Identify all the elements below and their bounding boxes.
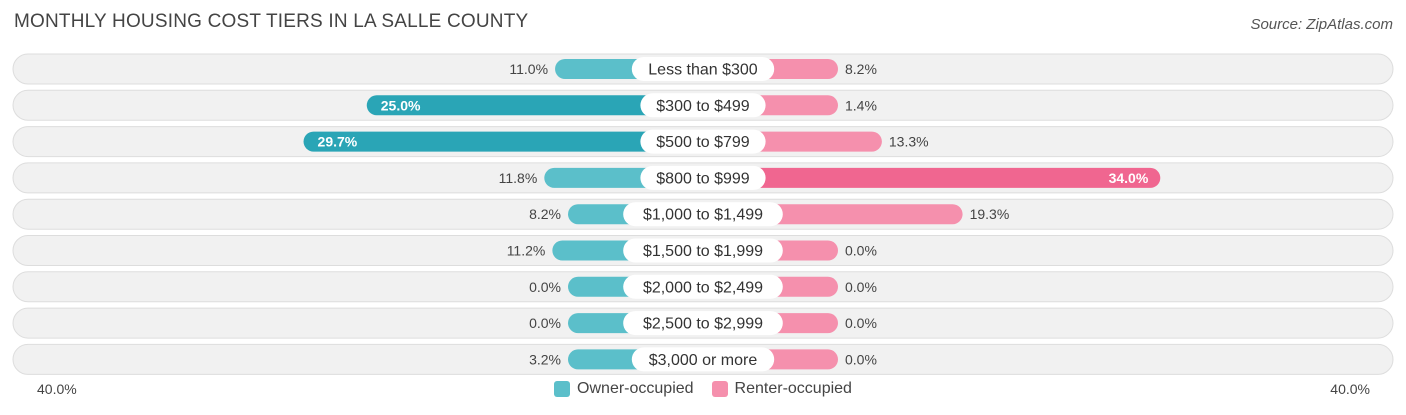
- category-label: $800 to $999: [656, 170, 750, 187]
- category-pill: [623, 274, 783, 299]
- owner-value-label: 0.0%: [529, 315, 561, 331]
- category-label: $1,500 to $1,999: [643, 243, 763, 260]
- category-pill: [640, 165, 766, 190]
- renter-value-label: 0.0%: [845, 315, 877, 331]
- axis-right-label: 40.0%: [1330, 381, 1370, 397]
- category-pill: [623, 311, 783, 336]
- renter-value-label: 13.3%: [889, 134, 929, 150]
- owner-value-label: 11.2%: [507, 243, 546, 259]
- category-label: Less than $300: [648, 62, 758, 79]
- renter-value-label: 0.0%: [845, 279, 877, 295]
- legend-label-owner: Owner-occupied: [577, 380, 694, 397]
- chart-title: MONTHLY HOUSING COST TIERS IN LA SALLE C…: [14, 11, 529, 32]
- renter-value-label: 0.0%: [845, 243, 877, 259]
- source-note: Source: ZipAtlas.com: [1250, 16, 1393, 33]
- renter-value-label: 8.2%: [845, 61, 877, 77]
- owner-value-label: 8.2%: [529, 206, 561, 222]
- category-pill: [631, 57, 775, 81]
- category-label: $1,000 to $1,499: [643, 207, 763, 224]
- renter-value-label: 34.0%: [1109, 170, 1149, 186]
- legend-item-renter[interactable]: Renter-occupied: [711, 380, 852, 398]
- renter-value-label: 1.4%: [845, 97, 877, 113]
- bar-renter: [703, 167, 1161, 188]
- owner-value-label: 11.8%: [499, 170, 538, 186]
- owner-value-label: 25.0%: [381, 97, 421, 113]
- legend-label-renter: Renter-occupied: [734, 380, 852, 397]
- owner-value-label: 0.0%: [529, 279, 561, 295]
- category-pill: [631, 347, 775, 372]
- legend-swatch-owner: [554, 381, 571, 397]
- owner-value-label: 11.0%: [509, 61, 548, 77]
- legend: Owner-occupied Renter-occupied: [0, 380, 1406, 398]
- category-label: $300 to $499: [656, 98, 750, 115]
- category-label: $2,000 to $2,499: [643, 279, 763, 296]
- category-label: $500 to $799: [656, 134, 750, 151]
- renter-value-label: 0.0%: [845, 351, 877, 367]
- bar-owner: [303, 131, 703, 152]
- legend-item-owner[interactable]: Owner-occupied: [554, 380, 694, 398]
- category-pill: [623, 238, 783, 263]
- category-pill: [623, 202, 783, 227]
- axis-left-label: 40.0%: [37, 381, 77, 397]
- owner-value-label: 29.7%: [318, 134, 358, 150]
- owner-value-label: 3.2%: [529, 351, 561, 367]
- category-label: $3,000 or more: [649, 352, 758, 369]
- legend-swatch-renter: [711, 381, 728, 397]
- chart-area: Less than $300 11.0% 8.2% $300 to $499 25.0%…: [12, 53, 1394, 375]
- renter-value-label: 19.3%: [970, 206, 1010, 222]
- category-pill: [640, 93, 766, 118]
- bar-owner: [366, 95, 703, 116]
- category-pill: [640, 129, 766, 154]
- category-label: $2,500 to $2,999: [643, 316, 763, 333]
